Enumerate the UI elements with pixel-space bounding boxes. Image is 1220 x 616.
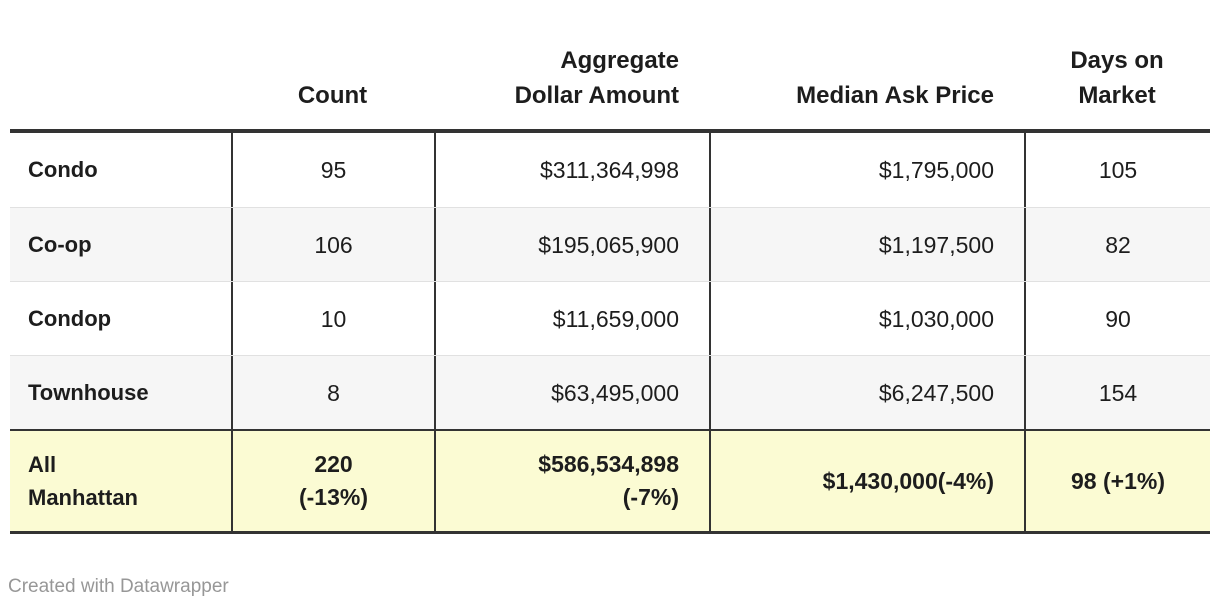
- count-value: 95: [320, 157, 347, 183]
- header-label-median: Median Ask Price: [796, 82, 994, 109]
- count-cell: 95: [231, 133, 434, 207]
- row-label: Townhouse: [28, 379, 149, 405]
- median-value: $6,247,500: [878, 379, 994, 406]
- median-value: $1,197,500: [878, 231, 994, 258]
- header-cell-median: Median Ask Price: [709, 0, 1024, 129]
- table-row: Condo 95 $311,364,998 $1,795,000 105: [10, 133, 1210, 207]
- aggregate-cell: $63,495,000: [434, 356, 709, 429]
- count-value: 106: [314, 231, 353, 258]
- header-cell-blank: [10, 0, 231, 129]
- aggregate-cell: $586,534,898 (-7%): [434, 431, 709, 531]
- header-cell-count: Count: [231, 0, 434, 129]
- row-label: All Manhattan: [28, 452, 138, 510]
- days-cell: 98 (+1%): [1024, 431, 1210, 531]
- header-label-count: Count: [297, 82, 368, 109]
- median-cell: $1,795,000: [709, 133, 1024, 207]
- header-cell-aggregate: Aggregate Dollar Amount: [434, 0, 709, 129]
- header-label-days: Days on Market: [1070, 47, 1164, 109]
- aggregate-cell: $195,065,900: [434, 208, 709, 281]
- aggregate-value: $11,659,000: [552, 305, 679, 332]
- days-value: 154: [1098, 379, 1138, 406]
- count-value: 8: [327, 379, 340, 406]
- median-value: $1,030,000: [878, 305, 994, 332]
- days-value: 82: [1105, 231, 1131, 258]
- row-label-cell: Condop: [10, 282, 231, 355]
- aggregate-value: $195,065,900: [538, 231, 679, 258]
- aggregate-value: $586,534,898 (-7%): [538, 451, 679, 510]
- row-label: Condop: [28, 305, 112, 331]
- median-value: $1,795,000: [878, 157, 994, 183]
- row-label-cell: Townhouse: [10, 356, 231, 429]
- days-value: 90: [1105, 305, 1131, 332]
- row-label-cell: All Manhattan: [10, 431, 231, 531]
- count-value: 220 (-13%): [298, 451, 368, 510]
- days-value: 98 (+1%): [1071, 467, 1165, 494]
- days-cell: 82: [1024, 208, 1210, 281]
- count-cell: 10: [231, 282, 434, 355]
- row-label-cell: Co-op: [10, 208, 231, 281]
- count-value: 10: [320, 305, 347, 332]
- table-row: Townhouse 8 $63,495,000 $6,247,500 154: [10, 355, 1210, 429]
- count-cell: 220 (-13%): [231, 431, 434, 531]
- median-cell: $1,430,000(-4%): [709, 431, 1024, 531]
- median-cell: $1,197,500: [709, 208, 1024, 281]
- aggregate-cell: $311,364,998: [434, 133, 709, 207]
- median-value: $1,430,000(-4%): [822, 467, 994, 494]
- count-cell: 8: [231, 356, 434, 429]
- table-row: Co-op 106 $195,065,900 $1,197,500 82: [10, 207, 1210, 281]
- row-label: Condo: [28, 157, 98, 182]
- table-row-summary: All Manhattan 220 (-13%) $586,534,898 (-…: [10, 429, 1210, 534]
- aggregate-value: $63,495,000: [551, 379, 679, 406]
- table-row: Condop 10 $11,659,000 $1,030,000 90: [10, 281, 1210, 355]
- table-header-row: Count Aggregate Dollar Amount Median Ask…: [10, 0, 1210, 133]
- header-label-aggregate: Aggregate Dollar Amount: [514, 47, 679, 109]
- aggregate-cell: $11,659,000: [434, 282, 709, 355]
- credit-line: Created with Datawrapper: [8, 576, 229, 597]
- days-value: 105: [1098, 157, 1138, 183]
- days-cell: 90: [1024, 282, 1210, 355]
- days-cell: 154: [1024, 356, 1210, 429]
- median-cell: $6,247,500: [709, 356, 1024, 429]
- aggregate-value: $311,364,998: [540, 157, 679, 183]
- header-cell-days: Days on Market: [1024, 0, 1210, 129]
- count-cell: 106: [231, 208, 434, 281]
- median-cell: $1,030,000: [709, 282, 1024, 355]
- row-label: Co-op: [28, 231, 92, 257]
- row-label-cell: Condo: [10, 133, 231, 207]
- days-cell: 105: [1024, 133, 1210, 207]
- data-table: Count Aggregate Dollar Amount Median Ask…: [10, 0, 1210, 534]
